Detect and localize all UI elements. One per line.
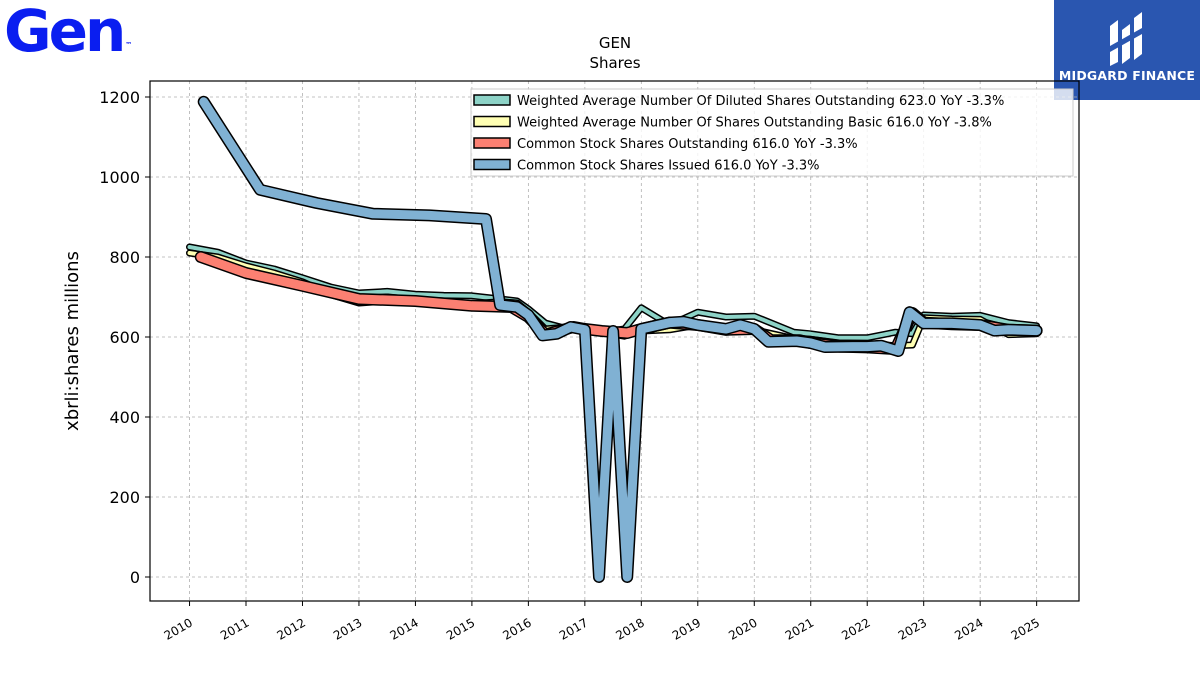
legend-label: Weighted Average Number Of Shares Outsta… bbox=[517, 116, 992, 131]
legend-label: Common Stock Shares Outstanding 616.0 Yo… bbox=[517, 137, 858, 152]
x-tick-label: 2018 bbox=[613, 615, 646, 642]
y-tick-label: 0 bbox=[130, 568, 140, 587]
legend-item: Common Stock Shares Issued 616.0 YoY -3.… bbox=[473, 158, 820, 174]
legend: Weighted Average Number Of Diluted Share… bbox=[470, 88, 1074, 177]
x-tick-label: 2013 bbox=[331, 615, 364, 642]
gen-logo-trademark: ™ bbox=[125, 41, 133, 49]
x-tick-label: 2024 bbox=[952, 615, 985, 642]
y-tick-label: 400 bbox=[109, 408, 140, 427]
y-tick-label: 800 bbox=[109, 248, 140, 267]
y-tick-label: 1000 bbox=[99, 168, 140, 187]
x-tick-label: 2012 bbox=[275, 615, 308, 642]
legend-swatch bbox=[473, 158, 511, 171]
legend-item: Weighted Average Number Of Shares Outsta… bbox=[473, 115, 992, 131]
x-tick-label: 2015 bbox=[444, 615, 477, 642]
legend-swatch bbox=[473, 137, 511, 149]
x-tick-label: 2011 bbox=[218, 615, 251, 642]
plot-frame bbox=[149, 80, 1080, 602]
y-axis-label: xbrli:shares millions bbox=[62, 251, 83, 431]
series-4 bbox=[197, 95, 1043, 583]
x-tick-label: 2019 bbox=[670, 615, 703, 642]
x-tick-label: 2023 bbox=[896, 615, 929, 642]
y-tick-label: 200 bbox=[109, 488, 140, 507]
midgard-finance-name: MIDGARD FINANCE bbox=[1058, 68, 1196, 83]
gen-logo-text: Gen bbox=[4, 0, 126, 65]
x-tick-label: 2021 bbox=[783, 615, 816, 642]
y-tick-label: 600 bbox=[109, 328, 140, 347]
x-tick-label: 2017 bbox=[557, 615, 590, 642]
midgard-finance-logo: MIDGARD FINANCE bbox=[1054, 0, 1200, 100]
x-tick-label: 2014 bbox=[387, 615, 420, 642]
legend-item: Common Stock Shares Outstanding 616.0 Yo… bbox=[473, 137, 858, 152]
legend-swatch bbox=[473, 115, 511, 128]
x-tick-label: 2022 bbox=[839, 615, 872, 642]
series-layer bbox=[186, 95, 1043, 583]
x-ticks: 2010 2011 2012 2013 2014 2015 2016 2017 2018 2019… bbox=[162, 601, 1042, 643]
x-tick-label: 2020 bbox=[726, 615, 759, 642]
series-4-line bbox=[199, 97, 1042, 582]
x-tick-label: 2010 bbox=[162, 615, 195, 642]
legend-swatch bbox=[473, 94, 511, 106]
x-tick-label: 2016 bbox=[500, 615, 533, 642]
chart-title: GEN bbox=[599, 34, 631, 52]
legend-box bbox=[470, 88, 1074, 177]
midgard-mark-icon bbox=[1110, 12, 1142, 66]
chart-subtitle: Shares bbox=[589, 54, 640, 72]
legend-item: Weighted Average Number Of Diluted Share… bbox=[473, 94, 1004, 109]
y-tick-label: 1200 bbox=[99, 88, 140, 107]
y-ticks: 0 200 400 600 800 1000 1200 bbox=[99, 88, 150, 587]
gen-logo: Gen ™ bbox=[4, 0, 133, 65]
x-tick-label: 2025 bbox=[1009, 615, 1042, 642]
legend-label: Weighted Average Number Of Diluted Share… bbox=[517, 94, 1004, 109]
legend-label: Common Stock Shares Issued 616.0 YoY -3.… bbox=[517, 159, 820, 174]
